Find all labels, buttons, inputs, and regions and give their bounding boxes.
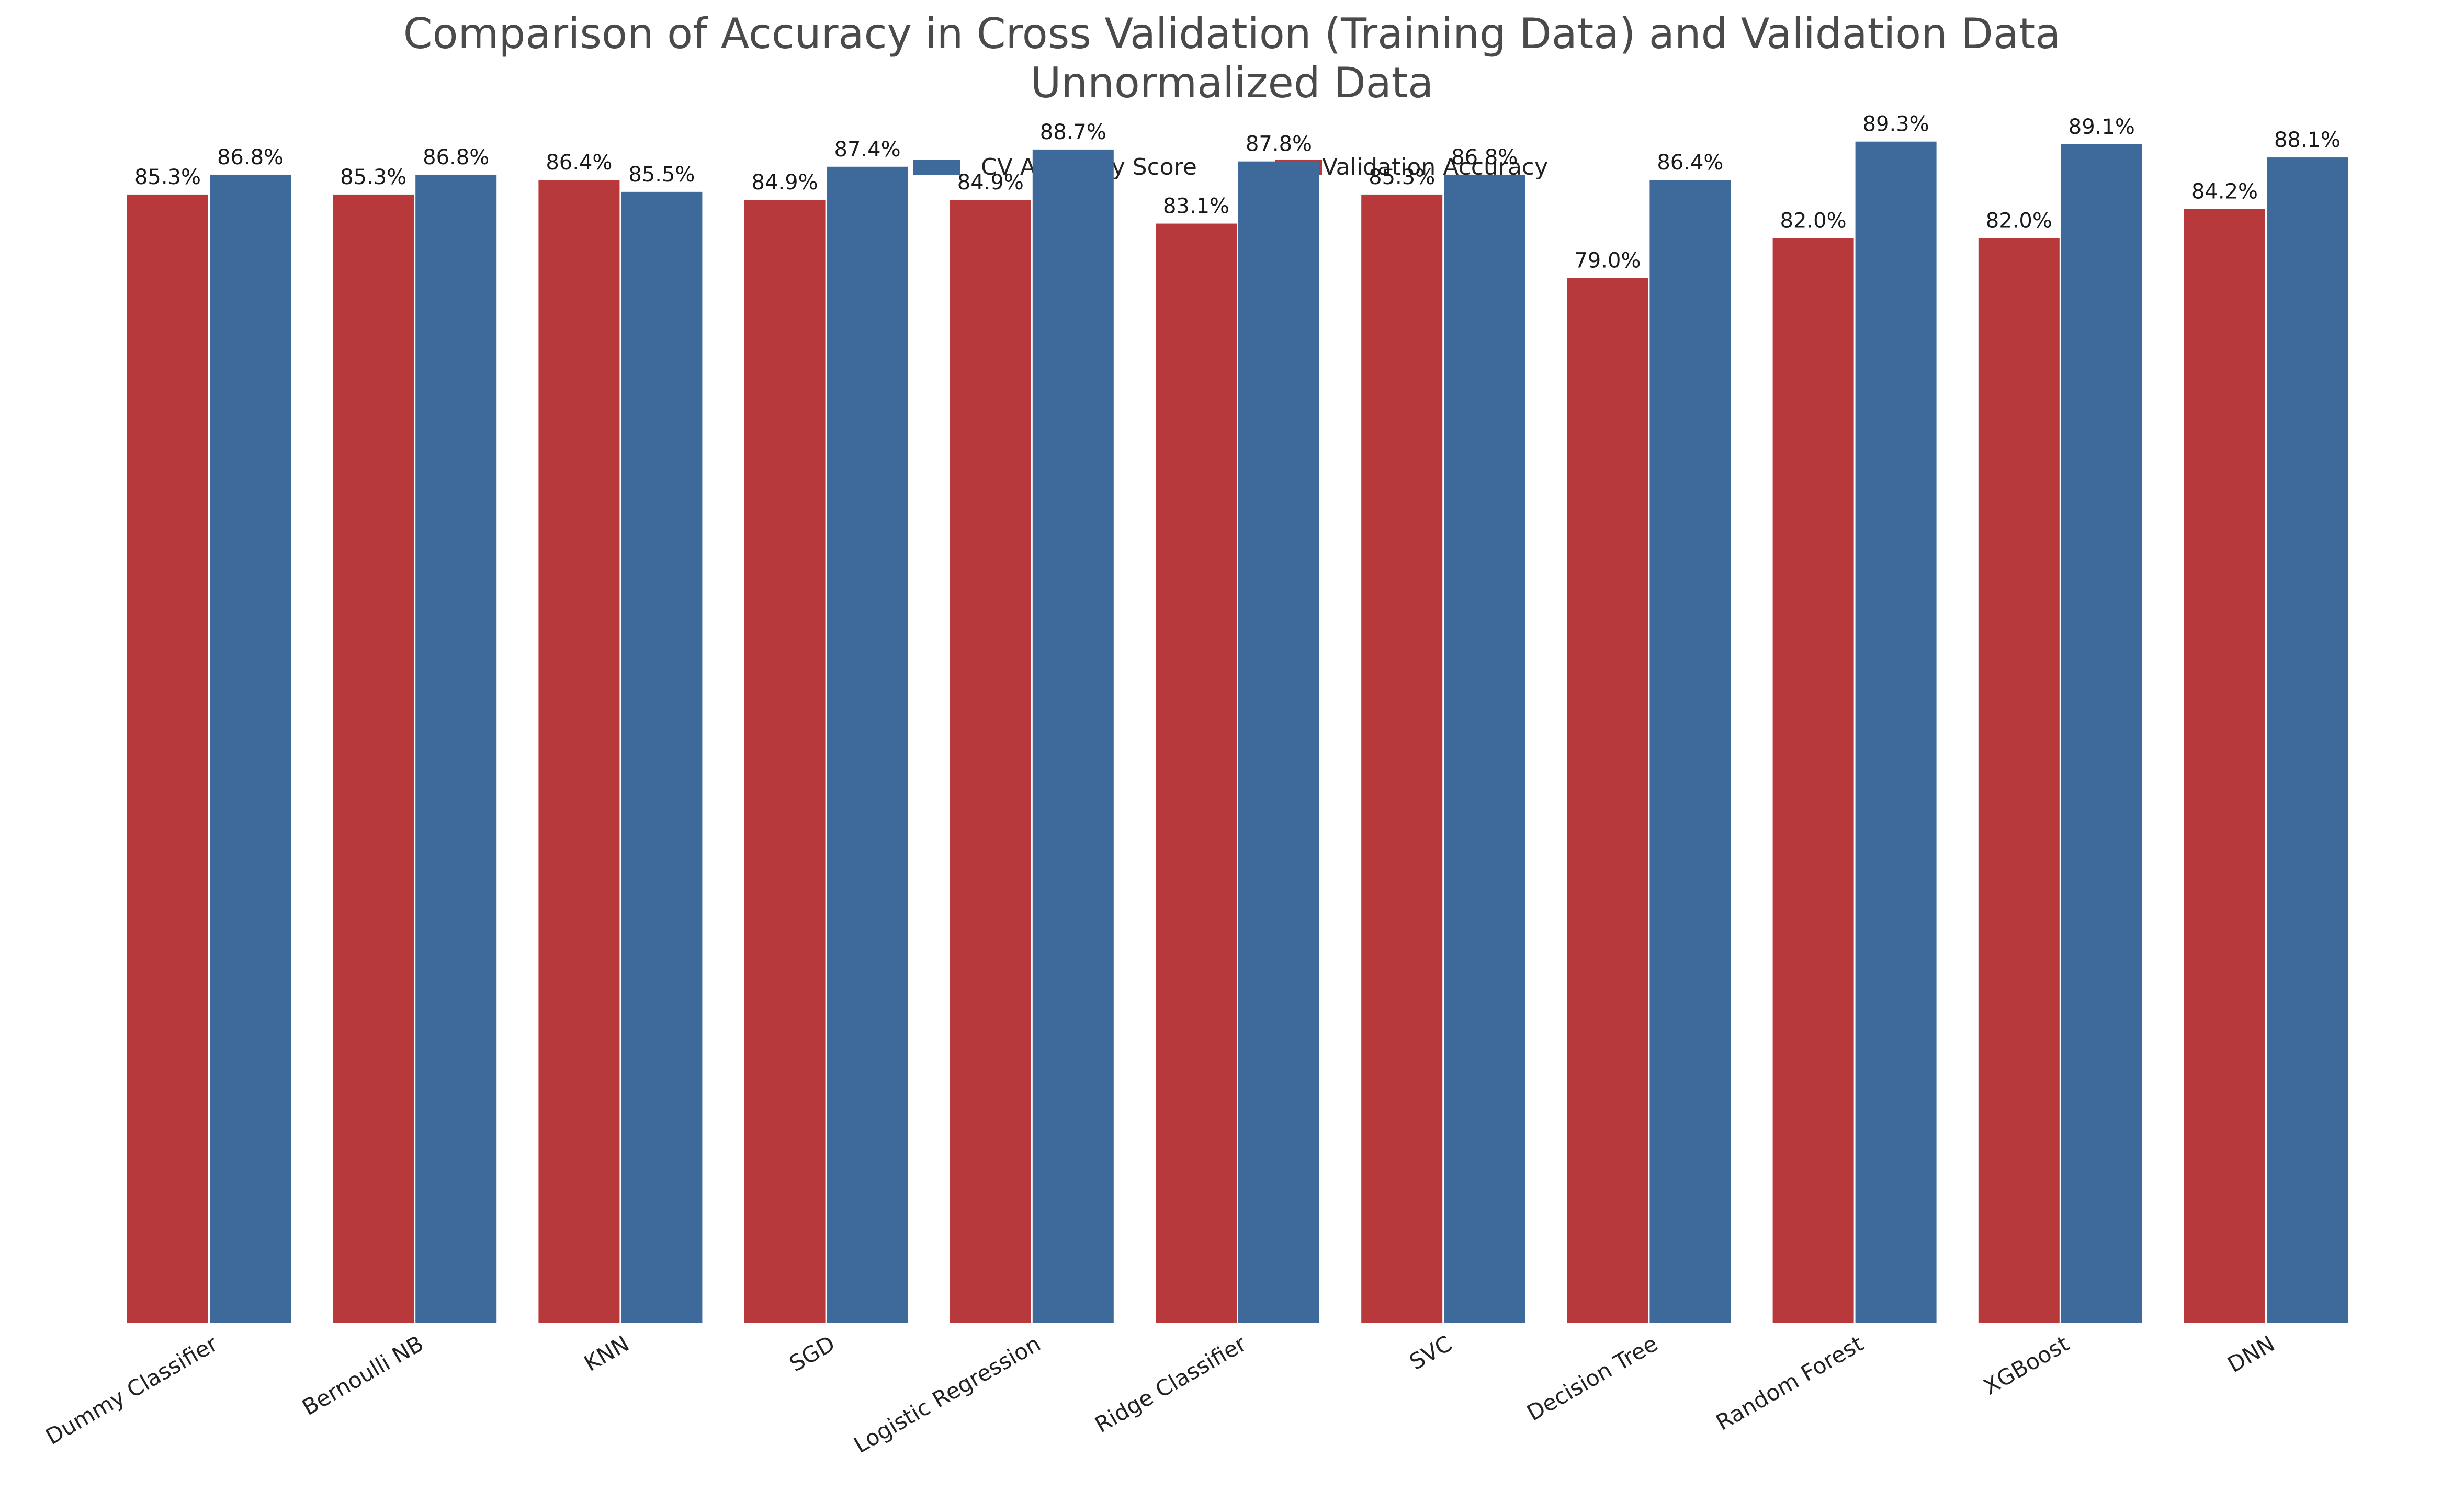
bar-label-validation-accuracy-dnn: 84.2%	[2191, 180, 2258, 204]
bar-label-validation-accuracy-logistic-regression: 84.9%	[957, 170, 1024, 195]
bar-cv-accuracy-score-knn	[621, 191, 703, 1323]
bar-cv-accuracy-score-sgd	[827, 166, 908, 1323]
bar-cv-accuracy-score-svc	[1444, 174, 1525, 1324]
bar-label-cv-accuracy-score-dummy-classifier: 86.8%	[217, 145, 284, 169]
bar-label-validation-accuracy-ridge-classifier: 83.1%	[1163, 195, 1229, 219]
bar-validation-accuracy-ridge-classifier	[1156, 223, 1237, 1323]
bar-label-validation-accuracy-random-forest: 82.0%	[1780, 209, 1847, 233]
bar-cv-accuracy-score-dnn	[2267, 157, 2348, 1323]
bar-label-group: 85.3% 86.8% 85.3% 86.8% 86.4% 85.5% 84.9% 87.4%…	[134, 112, 2341, 273]
bar-validation-accuracy-svc	[1361, 194, 1443, 1324]
bar-validation-accuracy-sgd	[744, 200, 826, 1323]
bar-label-cv-accuracy-score-logistic-regression: 88.7%	[1040, 120, 1106, 144]
bar-cv-accuracy-score-decision-tree	[1649, 180, 1731, 1323]
bar-label-validation-accuracy-decision-tree: 79.0%	[1574, 248, 1641, 272]
bar-label-validation-accuracy-svc: 85.3%	[1369, 165, 1435, 189]
bar-cv-accuracy-score-ridge-classifier	[1238, 161, 1319, 1324]
bar-label-cv-accuracy-score-knn: 85.5%	[628, 163, 695, 187]
bar-group	[127, 141, 2348, 1324]
bar-label-cv-accuracy-score-ridge-classifier: 87.8%	[1246, 132, 1312, 156]
chart-title: Comparison of Accuracy in Cross Validati…	[403, 9, 2061, 58]
bar-validation-accuracy-decision-tree	[1567, 278, 1648, 1323]
bar-label-validation-accuracy-bernoulli-nb: 85.3%	[340, 165, 406, 189]
bar-validation-accuracy-dummy-classifier	[127, 194, 208, 1324]
bar-cv-accuracy-score-random-forest	[1855, 141, 1937, 1324]
bar-validation-accuracy-knn	[538, 180, 620, 1323]
bar-label-cv-accuracy-score-dnn: 88.1%	[2274, 128, 2341, 152]
bar-validation-accuracy-random-forest	[1772, 238, 1854, 1324]
chart-subtitle: Unnormalized Data	[1031, 59, 1433, 107]
bar-label-cv-accuracy-score-bernoulli-nb: 86.8%	[423, 145, 489, 169]
bar-cv-accuracy-score-dummy-classifier	[210, 174, 291, 1324]
bar-validation-accuracy-logistic-regression	[950, 200, 1031, 1323]
bar-label-cv-accuracy-score-xgboost: 89.1%	[2069, 115, 2135, 139]
bar-validation-accuracy-dnn	[2184, 209, 2265, 1323]
bar-label-cv-accuracy-score-svc: 86.8%	[1451, 145, 1518, 169]
bar-validation-accuracy-xgboost	[1978, 238, 2060, 1324]
bar-label-cv-accuracy-score-sgd: 87.4%	[834, 138, 901, 162]
bar-cv-accuracy-score-bernoulli-nb	[415, 174, 497, 1324]
bar-label-cv-accuracy-score-random-forest: 89.3%	[1863, 112, 1929, 136]
bar-label-validation-accuracy-sgd: 84.9%	[752, 170, 818, 195]
bar-label-validation-accuracy-xgboost: 82.0%	[1986, 209, 2052, 233]
bar-label-validation-accuracy-knn: 86.4%	[546, 151, 612, 175]
bar-validation-accuracy-bernoulli-nb	[333, 194, 414, 1324]
bar-label-validation-accuracy-dummy-classifier: 85.3%	[134, 165, 201, 189]
bar-cv-accuracy-score-logistic-regression	[1032, 149, 1114, 1323]
legend-swatch-cv-accuracy-score	[913, 160, 960, 175]
bar-cv-accuracy-score-xgboost	[2061, 144, 2142, 1323]
bar-label-cv-accuracy-score-decision-tree: 86.4%	[1657, 151, 1723, 175]
